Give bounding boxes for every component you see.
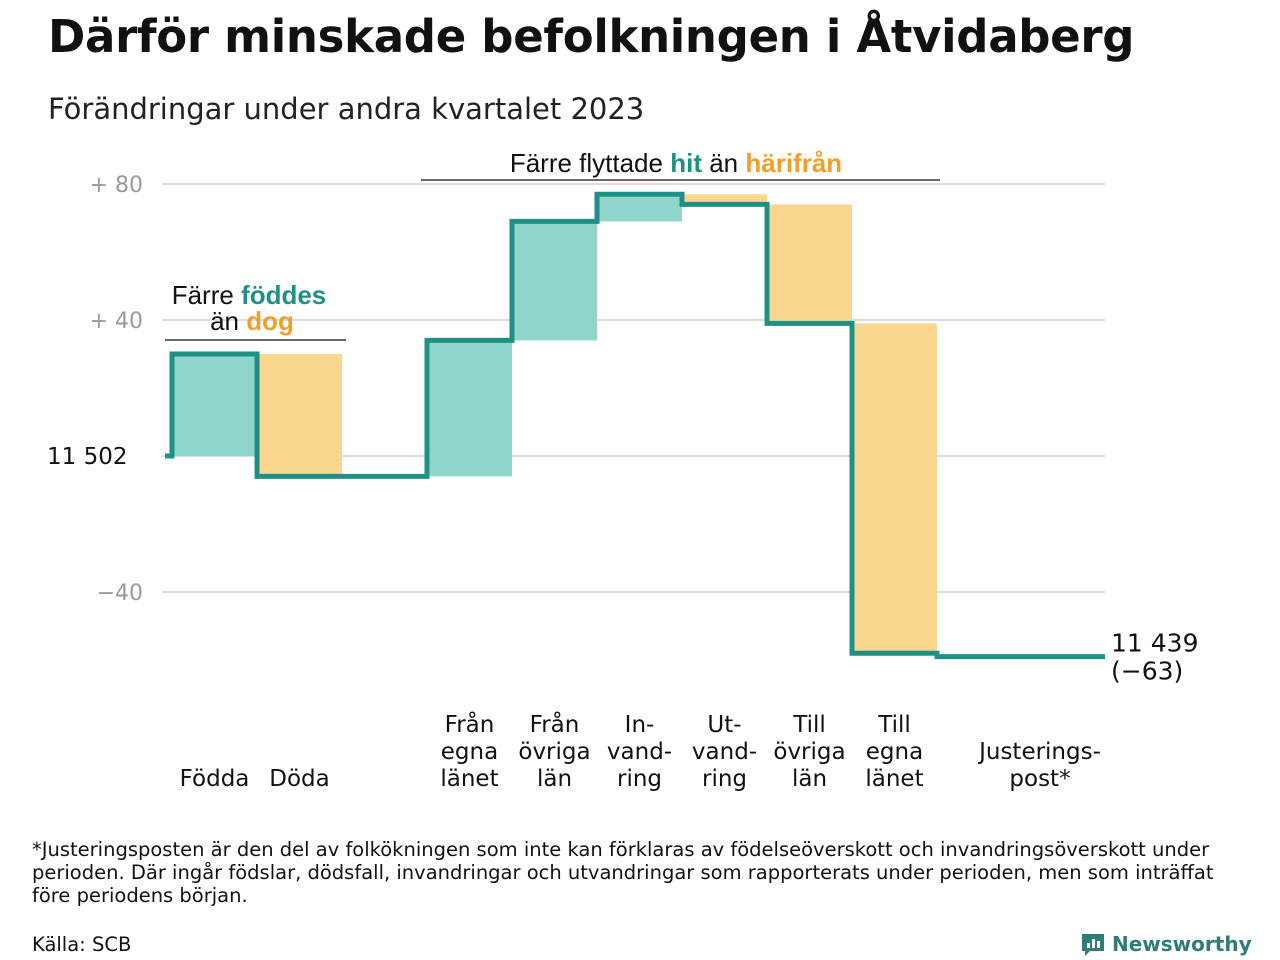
category-label-line: Födda bbox=[180, 766, 250, 792]
category-label-line: egna bbox=[866, 739, 923, 765]
births-annotation-line2: än dog bbox=[210, 306, 294, 336]
brand-logo: Newsworthy bbox=[1080, 928, 1252, 960]
waterfall-bar bbox=[767, 204, 852, 324]
births-annotation: Färre föddes bbox=[172, 280, 327, 310]
footnote: *Justeringsposten är den del av folkökni… bbox=[32, 838, 1214, 907]
y-tick-label: + 80 bbox=[90, 173, 143, 198]
waterfall-bar bbox=[682, 194, 767, 205]
category-label-line: Justerings- bbox=[977, 739, 1101, 765]
category-label: Ut-vand-ring bbox=[692, 712, 757, 792]
category-label-line: Till bbox=[877, 712, 911, 738]
category-label-line: länet bbox=[440, 766, 498, 792]
category-label-line: vand- bbox=[607, 739, 672, 765]
category-label-line: länet bbox=[865, 766, 923, 792]
annotation-part: hit bbox=[670, 148, 702, 178]
category-label: Till övriga län bbox=[773, 712, 845, 792]
y-tick-label: −40 bbox=[97, 581, 143, 606]
baseline-label: 11 502 bbox=[47, 444, 127, 470]
category-label-line: In- bbox=[625, 712, 655, 738]
category-label-line: ring bbox=[702, 766, 747, 792]
category-label: Till egna länet bbox=[865, 712, 923, 792]
waterfall-bar bbox=[512, 221, 597, 341]
annotation-part: Färre flyttade bbox=[510, 148, 670, 178]
category-label-line: Från bbox=[530, 710, 580, 738]
y-tick-label: + 40 bbox=[90, 309, 143, 334]
source-note: Källa: SCB bbox=[32, 933, 132, 956]
category-label-line: Från bbox=[445, 710, 495, 738]
waterfall-bar bbox=[427, 340, 512, 477]
category-label-line: län bbox=[792, 766, 827, 792]
end-change-label: (−63) bbox=[1111, 657, 1183, 686]
category-label-line: övriga bbox=[773, 739, 845, 765]
category-label-line: post* bbox=[1009, 766, 1070, 792]
chart-subtitle: Förändringar under andra kvartalet 2023 bbox=[48, 92, 645, 126]
category-label-line: Döda bbox=[269, 766, 329, 792]
annotation-part: härifrån bbox=[745, 148, 842, 178]
category-label: Födda bbox=[180, 766, 250, 792]
category-label-line: vand- bbox=[692, 739, 757, 765]
category-label: Döda bbox=[269, 766, 329, 792]
moves-annotation: Färre flyttade hit än härifrån bbox=[510, 148, 842, 178]
category-label: Från övriga län bbox=[518, 710, 590, 792]
end-value-label: 11 439 bbox=[1111, 629, 1198, 658]
step-line bbox=[165, 191, 1105, 660]
waterfall-bar bbox=[257, 354, 342, 477]
chart-title: Därför minskade befolkningen i Åtvidaber… bbox=[48, 10, 1135, 63]
waterfall-bar bbox=[172, 354, 257, 456]
newsworthy-logo-icon bbox=[1082, 934, 1104, 956]
annotation-part: än bbox=[702, 148, 745, 178]
brand-name: Newsworthy bbox=[1112, 932, 1252, 956]
category-label-line: Ut- bbox=[707, 712, 741, 738]
category-label: Justerings-post* bbox=[977, 739, 1101, 792]
annotation-part: Färre bbox=[172, 280, 241, 310]
waterfall-bar bbox=[852, 323, 937, 654]
category-label-line: Till bbox=[792, 712, 826, 738]
category-label-line: län bbox=[537, 766, 572, 792]
category-label: In-vand-ring bbox=[607, 712, 672, 792]
category-label-line: övriga bbox=[518, 739, 590, 765]
annotation-part: dog bbox=[246, 306, 294, 336]
category-label-line: egna bbox=[441, 739, 498, 765]
annotation-part: än bbox=[210, 306, 246, 336]
category-label: Från egna länet bbox=[440, 710, 498, 792]
category-label-line: ring bbox=[617, 766, 662, 792]
waterfall-bar bbox=[597, 194, 682, 222]
annotation-part: föddes bbox=[241, 280, 326, 310]
